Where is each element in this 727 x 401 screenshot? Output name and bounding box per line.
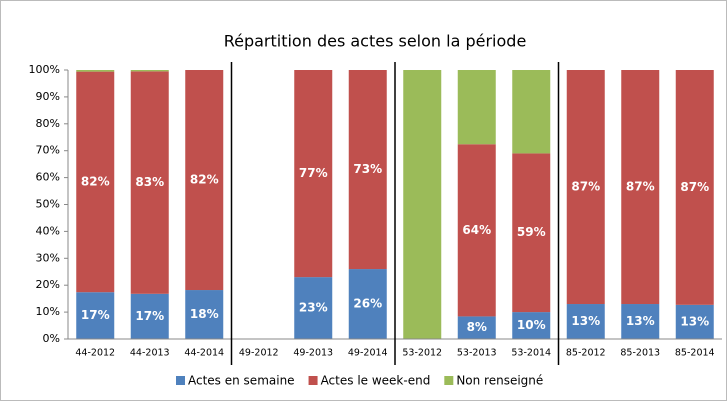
- x-tick-label: 85-2012: [566, 348, 606, 359]
- bar-segment: [294, 70, 333, 278]
- bar-segment: [185, 70, 224, 291]
- legend-label: Actes le week-end: [321, 374, 431, 388]
- y-tick-label: 70%: [36, 144, 60, 157]
- value-label: 83%: [135, 175, 164, 189]
- bar-segment: [130, 70, 169, 72]
- y-tick-label: 30%: [36, 251, 60, 264]
- value-label: 23%: [299, 301, 328, 315]
- bar-segment: [675, 304, 714, 339]
- y-tick-label: 50%: [36, 198, 60, 211]
- bar-segment: [512, 70, 551, 154]
- x-tick-label: 49-2013: [293, 348, 333, 359]
- value-label: 64%: [462, 223, 491, 237]
- bar-segment: [457, 144, 496, 317]
- x-tick-label: 44-2014: [184, 348, 224, 359]
- bar-segment: [621, 70, 660, 305]
- x-tick-label: 49-2012: [239, 348, 279, 359]
- bar-segment: [457, 70, 496, 145]
- bar-segment: [130, 71, 169, 294]
- value-label: 87%: [571, 180, 600, 194]
- legend-swatch: [444, 376, 454, 385]
- y-tick-label: 40%: [36, 224, 60, 237]
- x-tick-label: 85-2013: [620, 348, 660, 359]
- legend-label: Actes en semaine: [188, 374, 295, 388]
- y-tick-label: 0%: [43, 332, 60, 345]
- bar-segment: [294, 277, 333, 339]
- value-label: 10%: [517, 318, 546, 332]
- bar-segment: [76, 292, 115, 339]
- value-label: 13%: [571, 314, 600, 328]
- legend-swatch: [308, 376, 318, 385]
- value-label: 77%: [299, 166, 328, 180]
- bar-segment: [566, 70, 605, 305]
- y-tick-label: 60%: [36, 171, 60, 184]
- value-label: 13%: [626, 314, 655, 328]
- x-tick-label: 53-2012: [402, 348, 442, 359]
- y-tick-label: 20%: [36, 278, 60, 291]
- value-label: 17%: [81, 308, 110, 322]
- bar-segment: [76, 71, 115, 293]
- value-label: 13%: [680, 314, 709, 328]
- bar-segment: [512, 153, 551, 313]
- x-tick-label: 85-2014: [675, 348, 715, 359]
- bar-segment: [185, 290, 224, 339]
- bar-segment: [675, 70, 714, 305]
- bar-segment: [512, 312, 551, 339]
- x-tick-label: 53-2013: [457, 348, 497, 359]
- bar-segment: [621, 304, 660, 339]
- value-label: 82%: [190, 173, 219, 187]
- bar-segment: [348, 70, 387, 270]
- bar-segment: [76, 70, 115, 72]
- y-tick-label: 80%: [36, 117, 60, 130]
- value-label: 8%: [467, 320, 487, 334]
- value-label: 17%: [135, 309, 164, 323]
- y-tick-label: 10%: [36, 305, 60, 318]
- value-label: 87%: [626, 180, 655, 194]
- legend-swatch: [176, 376, 185, 385]
- value-label: 87%: [680, 180, 709, 194]
- value-label: 26%: [353, 297, 382, 311]
- value-label: 18%: [190, 307, 219, 321]
- chart-title: Répartition des actes selon la période: [224, 32, 527, 51]
- value-label: 82%: [81, 174, 110, 188]
- x-tick-label: 44-2013: [130, 348, 170, 359]
- value-label: 73%: [353, 162, 382, 176]
- bar-segment: [403, 70, 442, 339]
- value-label: 59%: [517, 225, 546, 239]
- y-tick-label: 90%: [36, 90, 60, 103]
- bar-segment: [457, 316, 496, 339]
- x-tick-label: 49-2014: [348, 348, 388, 359]
- bar-segment: [130, 293, 169, 339]
- legend-label: Non renseigné: [456, 374, 543, 388]
- bar-segment: [348, 269, 387, 339]
- x-tick-label: 44-2012: [75, 348, 115, 359]
- y-tick-label: 100%: [29, 63, 60, 76]
- x-tick-label: 53-2014: [511, 348, 551, 359]
- bar-segment: [566, 304, 605, 339]
